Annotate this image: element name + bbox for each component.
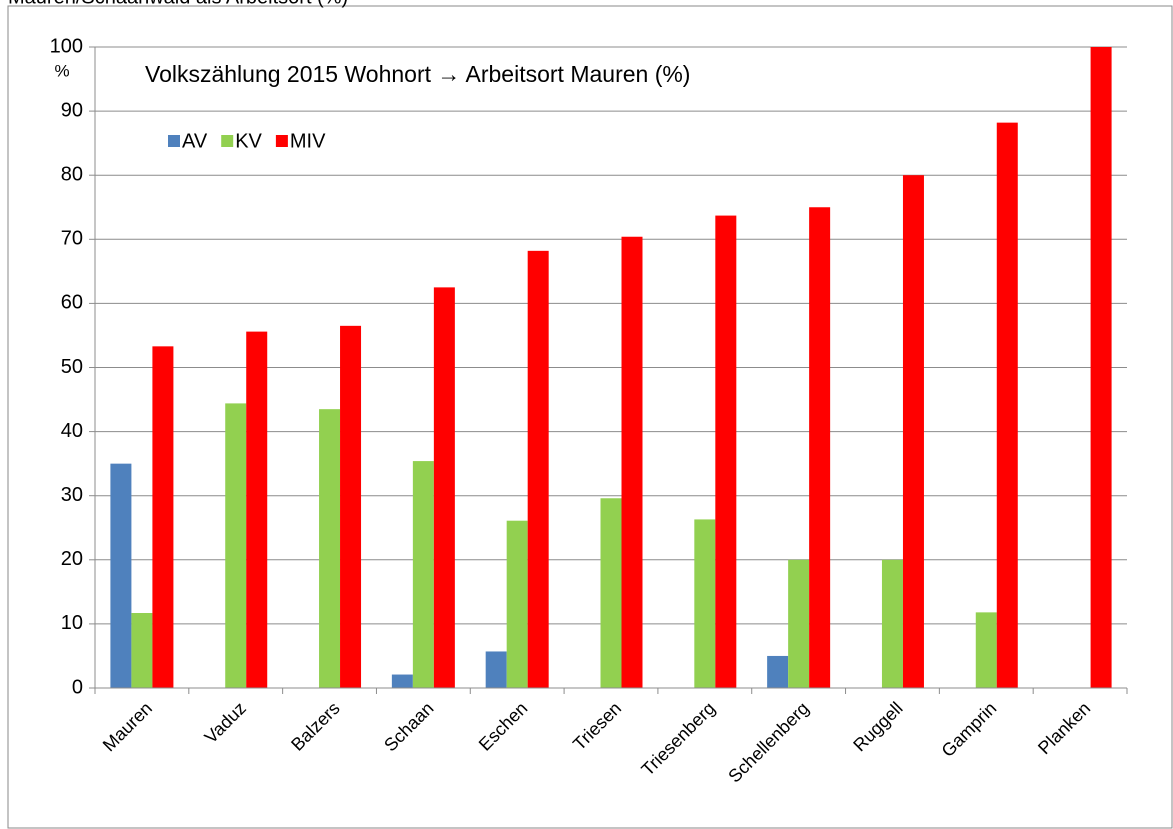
bar bbox=[527, 250, 549, 688]
y-unit: % bbox=[54, 61, 69, 80]
bar bbox=[809, 207, 831, 688]
y-tick-label: 90 bbox=[61, 99, 83, 121]
bar bbox=[152, 346, 174, 688]
bar bbox=[902, 175, 924, 688]
legend-swatch bbox=[275, 135, 288, 147]
bar bbox=[391, 674, 413, 688]
bar bbox=[621, 236, 643, 688]
bar bbox=[110, 463, 132, 688]
bar bbox=[485, 651, 507, 688]
y-tick-label: 60 bbox=[61, 292, 83, 314]
y-tick-label: 50 bbox=[61, 356, 83, 378]
chart-title: Volkszählung 2015 Wohnort → Arbeitsort M… bbox=[145, 61, 690, 87]
bar bbox=[433, 287, 455, 688]
bar bbox=[788, 559, 810, 688]
bar bbox=[996, 122, 1018, 688]
y-tick-label: 100 bbox=[50, 35, 83, 57]
bar bbox=[225, 403, 247, 688]
legend-swatch bbox=[221, 135, 234, 147]
bar bbox=[975, 612, 997, 688]
bar bbox=[131, 613, 153, 688]
bar bbox=[412, 461, 434, 688]
legend-label: KV bbox=[235, 130, 262, 152]
bar bbox=[246, 331, 268, 688]
y-tick-label: 10 bbox=[61, 612, 83, 634]
bar bbox=[881, 559, 903, 688]
y-tick-label: 40 bbox=[61, 420, 83, 442]
y-tick-label: 70 bbox=[61, 228, 83, 250]
bar bbox=[1090, 47, 1112, 688]
legend-label: MIV bbox=[290, 130, 326, 152]
y-tick-label: 0 bbox=[72, 676, 83, 698]
y-tick-label: 20 bbox=[61, 548, 83, 570]
y-tick-label: 80 bbox=[61, 163, 83, 185]
bar bbox=[319, 409, 341, 688]
header: Mauren/Schaanwald als Arbeitsort (%) bbox=[8, 0, 348, 8]
bar bbox=[600, 498, 622, 688]
bar bbox=[767, 655, 789, 688]
bar bbox=[340, 325, 362, 688]
legend-swatch bbox=[168, 135, 180, 147]
bar bbox=[715, 215, 737, 688]
bar bbox=[694, 519, 716, 688]
legend-label: AV bbox=[182, 130, 208, 152]
y-tick-label: 30 bbox=[61, 484, 83, 506]
bar bbox=[506, 520, 528, 688]
chart-frame bbox=[7, 5, 1173, 829]
